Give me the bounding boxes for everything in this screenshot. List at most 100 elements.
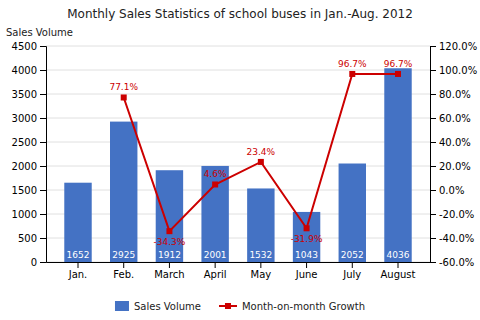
y-axis: 050010001500200025003000350040004500: [12, 41, 47, 268]
y2-axis-tick-line: [430, 262, 436, 263]
y2-axis-tick: 20.0%: [430, 161, 471, 172]
y-axis-tick-label: 1000: [12, 209, 37, 220]
line-marker: [166, 228, 172, 234]
y-axis-tick: 1000: [12, 209, 46, 220]
line-label: 96.7%: [384, 59, 413, 69]
x-axis-tick: May: [251, 262, 272, 280]
y2-axis-tick-label: 120.0%: [439, 41, 477, 52]
grid-line: [46, 262, 430, 263]
x-axis-tick-label: June: [295, 269, 318, 280]
y-axis-tick-label: 2000: [12, 161, 37, 172]
y-axis-tick-line: [40, 94, 46, 95]
x-axis-tick-line: [260, 262, 261, 268]
title: Monthly Sales Statistics of school buses…: [67, 7, 413, 21]
y2-axis-tick-line: [430, 94, 436, 95]
bar-label: 1043: [295, 250, 318, 260]
x-axis-tick-line: [123, 262, 124, 268]
y-axis-tick-label: 1500: [12, 185, 37, 196]
y-axis-tick-label: 2500: [12, 137, 37, 148]
data-labels: 1652292519122001153210432052403677.1%-34…: [67, 59, 413, 260]
bar-label: 1532: [249, 250, 272, 260]
legend-label: Sales Volume: [134, 301, 201, 312]
y2-axis-tick: -40.0%: [430, 233, 474, 244]
legend: Sales Volume Month-on-month Growth: [115, 301, 365, 312]
line-label: -34.3%: [154, 237, 186, 247]
x-axis-tick: Feb.: [113, 262, 134, 280]
line-label: 96.7%: [338, 59, 367, 69]
bar: [110, 122, 137, 262]
y2-axis-tick-line: [430, 238, 436, 239]
y2-axis-tick-label: 80.0%: [439, 89, 471, 100]
grid-line: [46, 190, 430, 191]
x-axis-tick-line: [398, 262, 399, 268]
y-axis-tick-line: [40, 262, 46, 263]
y2-axis-tick-line: [430, 118, 436, 119]
x-axis-tick: July: [342, 262, 361, 280]
bar: [384, 68, 411, 262]
chart-container: Jan. Feb. March April May June July August 0 500 1…: [0, 0, 480, 320]
y2-axis-tick: 0.0%: [430, 185, 464, 196]
legend-item: Sales Volume: [115, 301, 201, 312]
bar-label: 4036: [387, 250, 410, 260]
bar-label: 2925: [112, 250, 135, 260]
y-axis-line: [40, 47, 47, 263]
y2-axis-tick-line: [430, 70, 436, 71]
marks: [64, 68, 411, 262]
legend-item: Month-on-month Growth: [219, 301, 365, 312]
grid-line: [46, 214, 430, 215]
line-label: 23.4%: [247, 147, 276, 157]
x-axis-tick-line: [352, 262, 353, 268]
x-axis-tick: April: [204, 262, 227, 280]
y-axis-tick-line: [40, 214, 46, 215]
x-axis-tick-label: May: [251, 269, 272, 280]
bar-label: 2001: [204, 250, 227, 260]
grid: [46, 46, 430, 262]
line: [124, 74, 398, 231]
grid-line: [46, 70, 430, 71]
y-axis-tick: 2500: [12, 137, 46, 148]
y2-axis-tick-line: [430, 190, 436, 191]
x-axis-tick-label: August: [381, 269, 416, 280]
line-marker: [258, 159, 264, 165]
y2-axis-tick-label: 100.0%: [439, 65, 477, 76]
y2-axis-tick-line: [430, 166, 436, 167]
y2-axis-tick: -20.0%: [430, 209, 474, 220]
x-axis: Jan. Feb. March April May June July August: [47, 262, 431, 280]
grid-line: [46, 142, 430, 143]
y-axis-tick-line: [40, 142, 46, 143]
bar-label: 1912: [158, 250, 181, 260]
x-axis-tick-line: [306, 262, 307, 268]
y2-axis-tick-label: -40.0%: [439, 233, 474, 244]
y-axis-tick-label: 0: [31, 257, 37, 268]
grid-line: [46, 166, 430, 167]
line-marker: [395, 71, 401, 77]
x-axis-tick-label: March: [154, 269, 184, 280]
y2-axis-tick: -60.0%: [430, 257, 474, 268]
y-axis-tick-label: 4000: [12, 65, 37, 76]
y-axis-tick: 3000: [12, 113, 46, 124]
plot: Jan. Feb. March April May June July August 0 500 1…: [12, 41, 478, 280]
line-marker: [121, 94, 127, 100]
x-axis-tick-label: Jan.: [68, 269, 88, 280]
bar: [247, 188, 274, 262]
y2-axis-tick-line: [430, 142, 436, 143]
x-axis-tick-line: [215, 262, 216, 268]
legend-swatch: [115, 301, 129, 311]
y2-axis-tick: 120.0%: [430, 41, 477, 52]
x-axis-tick: March: [154, 262, 184, 280]
y2-axis-tick-label: 40.0%: [439, 137, 471, 148]
y-axis-tick-line: [40, 70, 46, 71]
line-marker: [212, 181, 218, 187]
grid-line: [46, 46, 430, 47]
y-axis-tick-label: 3500: [12, 89, 37, 100]
y2-axis-tick-label: 60.0%: [439, 113, 471, 124]
y-axis-tick: 4000: [12, 65, 46, 76]
y-axis-tick: 1500: [12, 185, 46, 196]
x-axis-tick-label: April: [204, 269, 227, 280]
y2-axis-tick-label: -20.0%: [439, 209, 474, 220]
y-axis-tick: 500: [18, 233, 46, 244]
line-marker: [349, 71, 355, 77]
x-axis-tick-line: [169, 262, 170, 268]
y2-axis-tick: 40.0%: [430, 137, 471, 148]
grid-line: [46, 238, 430, 239]
